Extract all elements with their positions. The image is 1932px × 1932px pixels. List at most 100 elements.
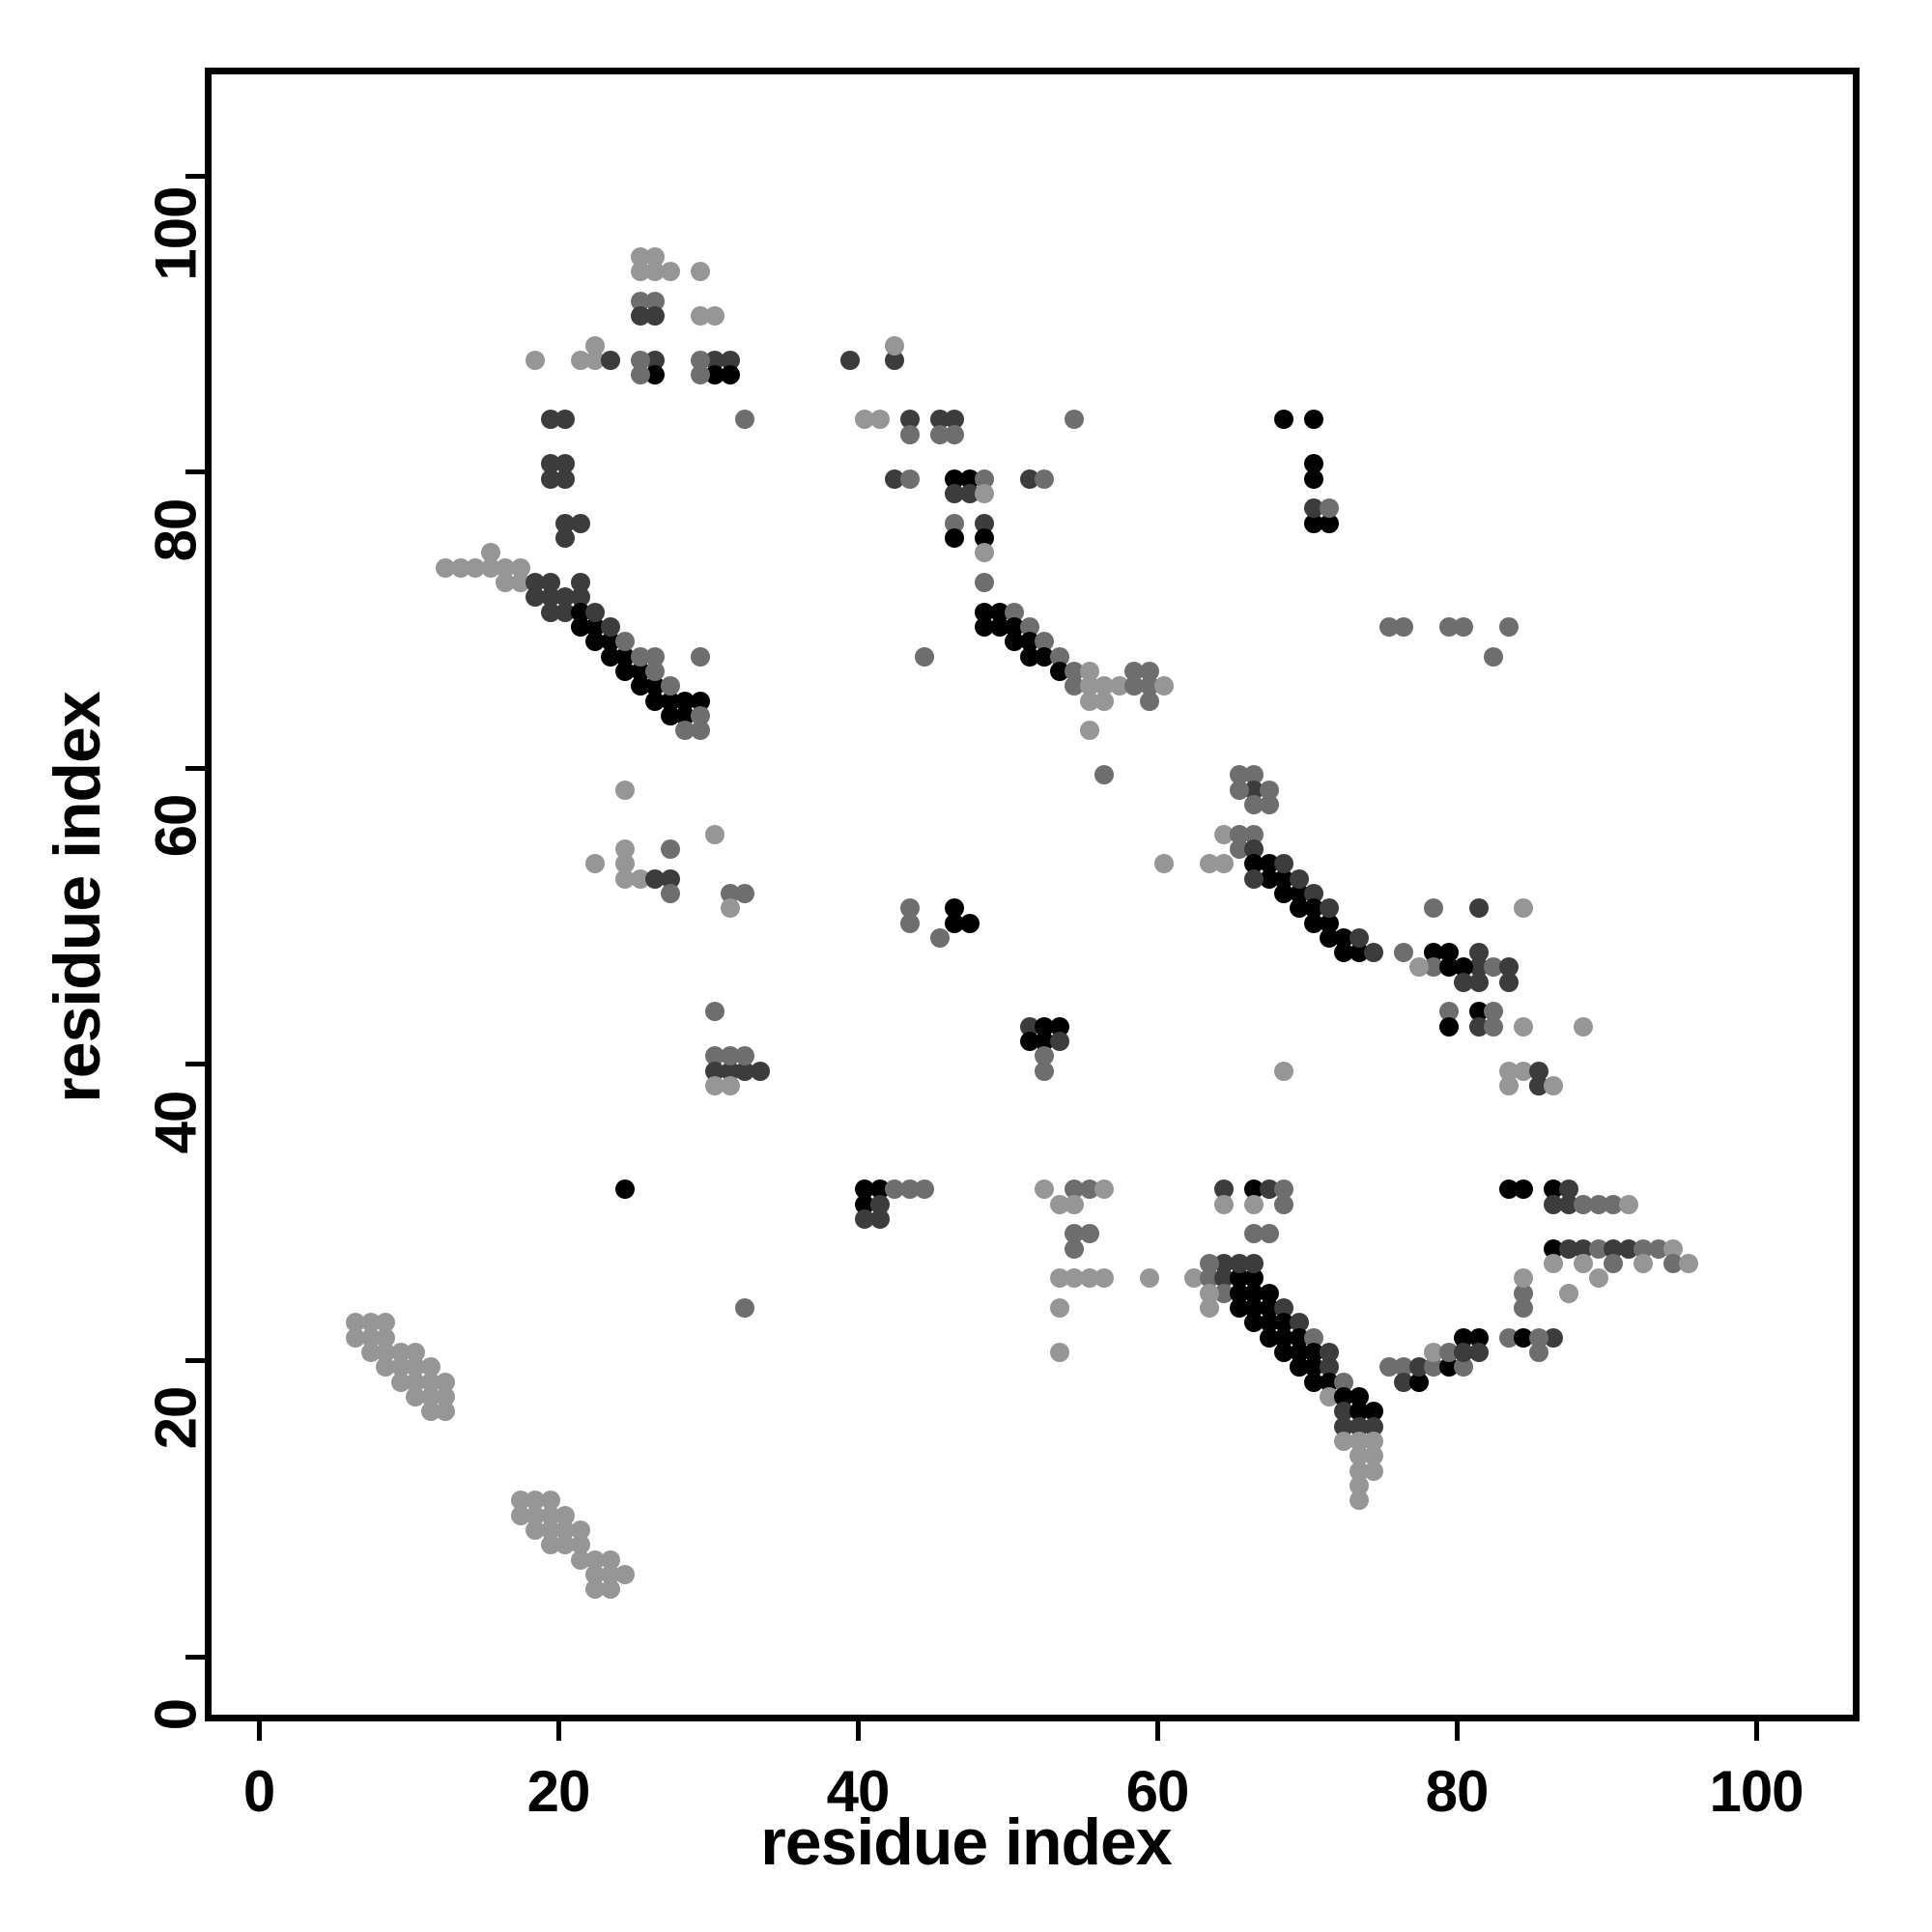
- data-point: [615, 646, 635, 667]
- data-point: [1079, 1179, 1099, 1200]
- data-point: [1498, 972, 1519, 992]
- data-point: [929, 424, 950, 444]
- data-point: [1454, 972, 1473, 992]
- data-point: [1065, 661, 1084, 681]
- data-point: [1349, 943, 1369, 963]
- data-point: [915, 1179, 934, 1200]
- data-point: [1229, 1254, 1249, 1274]
- y-axis-tick: [185, 1357, 205, 1363]
- data-point: [1604, 1194, 1623, 1214]
- plot-area: [205, 68, 1860, 1721]
- data-point: [660, 838, 680, 859]
- data-point: [1035, 646, 1054, 667]
- data-point: [1259, 1327, 1279, 1348]
- data-point: [1124, 676, 1144, 696]
- data-point: [1229, 765, 1249, 785]
- data-point: [1035, 1061, 1054, 1081]
- data-point: [1604, 1254, 1623, 1274]
- data-point: [1229, 1268, 1249, 1289]
- data-point: [645, 350, 665, 370]
- y-axis-tick: [185, 173, 205, 179]
- data-point: [555, 602, 575, 622]
- data-point: [855, 1194, 874, 1214]
- data-point: [885, 1179, 904, 1200]
- data-point: [1304, 883, 1323, 903]
- data-point: [540, 602, 560, 622]
- data-point: [750, 1061, 770, 1081]
- data-point: [1035, 469, 1054, 489]
- x-tick-label: 80: [1425, 1759, 1490, 1824]
- data-point: [1065, 1268, 1084, 1289]
- data-point: [1319, 927, 1339, 948]
- data-point: [945, 527, 964, 548]
- data-point: [1244, 854, 1264, 874]
- data-point: [690, 365, 710, 385]
- data-point: [1065, 1224, 1084, 1244]
- data-point: [1229, 824, 1249, 844]
- data-point: [630, 305, 650, 326]
- data-point: [959, 469, 980, 489]
- data-point: [615, 1565, 635, 1585]
- data-point: [1438, 1016, 1459, 1037]
- data-point: [1214, 1283, 1234, 1303]
- data-point: [1514, 1016, 1533, 1037]
- data-point: [450, 557, 470, 578]
- data-point: [436, 1372, 455, 1392]
- data-point: [690, 721, 710, 741]
- data-point: [660, 261, 680, 281]
- data-point: [1139, 661, 1159, 681]
- data-point: [1049, 1194, 1069, 1214]
- data-point: [496, 572, 515, 592]
- data-point: [600, 616, 620, 637]
- data-point: [1558, 1283, 1578, 1303]
- data-point: [1259, 1179, 1279, 1200]
- data-point: [1438, 943, 1459, 963]
- data-point: [1588, 1268, 1608, 1289]
- data-point: [1244, 780, 1264, 800]
- data-point: [1049, 1268, 1069, 1289]
- data-point: [630, 246, 650, 267]
- y-tick-label: 0: [143, 1698, 209, 1731]
- data-point: [496, 557, 515, 578]
- data-point: [540, 469, 560, 489]
- data-point: [555, 1505, 575, 1525]
- data-point: [526, 350, 545, 370]
- data-point: [1319, 913, 1339, 933]
- data-point: [1289, 1357, 1309, 1378]
- data-point: [1558, 1194, 1578, 1214]
- data-point: [420, 1357, 440, 1378]
- data-point: [1259, 780, 1279, 800]
- data-point: [1424, 957, 1443, 978]
- data-point: [526, 587, 545, 608]
- data-point: [1394, 1372, 1413, 1392]
- data-point: [555, 587, 575, 608]
- data-point: [720, 898, 740, 919]
- data-point: [585, 602, 605, 622]
- data-point: [1514, 1179, 1533, 1200]
- data-point: [480, 557, 500, 578]
- data-point: [1259, 868, 1279, 889]
- data-point: [1334, 1402, 1353, 1422]
- data-point: [1514, 898, 1533, 919]
- data-point: [1244, 838, 1264, 859]
- data-point: [705, 1002, 724, 1022]
- x-axis-title: residue index: [760, 1805, 1172, 1879]
- data-point: [1514, 1298, 1533, 1319]
- data-point: [1274, 1194, 1293, 1214]
- data-point: [1334, 943, 1353, 963]
- data-point: [585, 854, 605, 874]
- data-point: [660, 705, 680, 725]
- data-point: [1289, 868, 1309, 889]
- data-point: [1514, 1061, 1533, 1081]
- data-point: [1319, 1357, 1339, 1378]
- data-point: [975, 602, 994, 622]
- data-point: [390, 1357, 411, 1378]
- data-point: [346, 1313, 365, 1333]
- data-point: [1244, 1179, 1264, 1200]
- data-point: [660, 868, 680, 889]
- data-point: [1498, 1179, 1519, 1200]
- data-point: [600, 632, 620, 652]
- data-point: [1574, 1254, 1593, 1274]
- data-point: [1468, 972, 1489, 992]
- data-point: [945, 483, 964, 503]
